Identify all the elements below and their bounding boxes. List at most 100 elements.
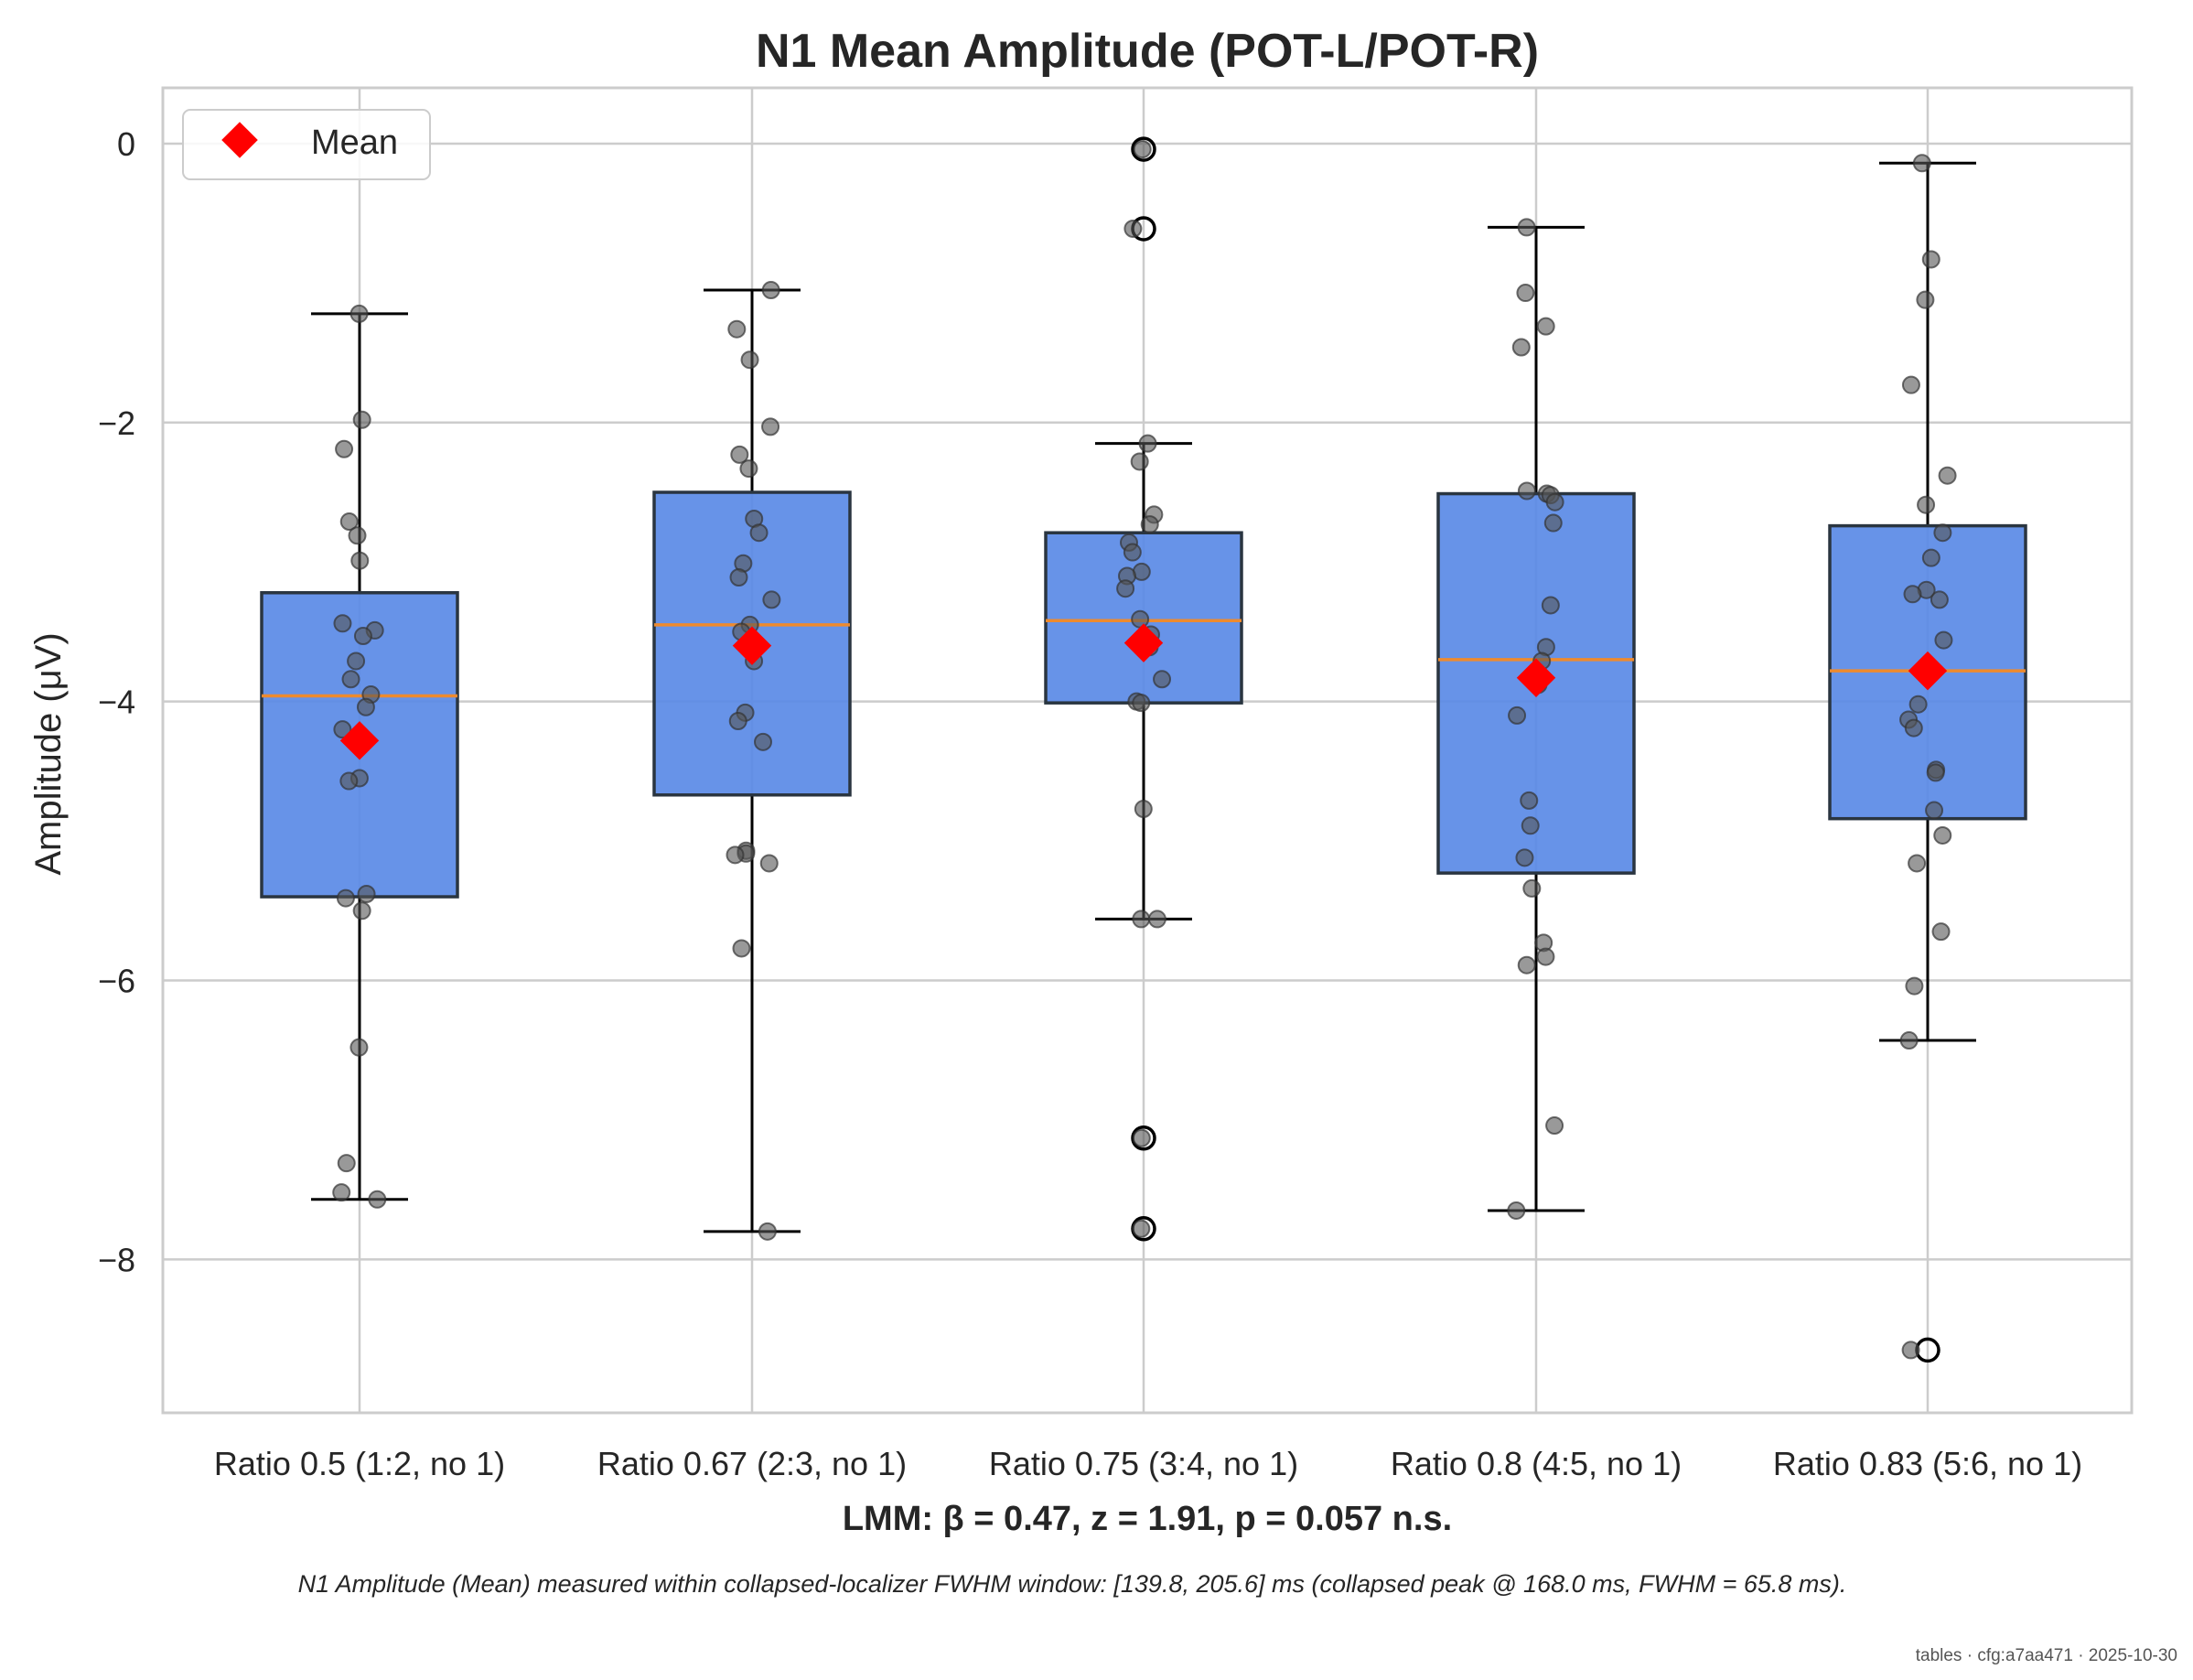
data-point (350, 551, 370, 570)
data-point (1116, 579, 1135, 598)
x-tick-label: Ratio 0.5 (1:2, no 1) (214, 1445, 505, 1482)
data-point (730, 445, 749, 464)
data-points (332, 140, 1957, 1360)
data-point (335, 439, 354, 458)
data-point (333, 614, 352, 633)
data-point (1926, 763, 1945, 782)
data-point (1508, 705, 1527, 725)
x-tick-label: Ratio 0.83 (5:6, no 1) (1773, 1445, 2082, 1482)
data-point (1903, 585, 1922, 604)
data-point (339, 771, 359, 791)
footnote: N1 Amplitude (Mean) measured within coll… (298, 1570, 1847, 1598)
chart-title: N1 Mean Amplitude (POT-L/POT-R) (756, 25, 1539, 78)
data-point (1515, 848, 1534, 867)
data-point (1507, 1201, 1526, 1220)
data-point (333, 720, 352, 739)
data-point (761, 281, 780, 300)
data-point (348, 526, 367, 545)
y-tick-label: −4 (98, 684, 135, 721)
data-point (1901, 1341, 1920, 1360)
data-point (726, 845, 745, 865)
x-tick-label: Ratio 0.75 (3:4, no 1) (989, 1445, 1298, 1482)
data-point (1921, 250, 1940, 269)
data-point (1132, 1219, 1151, 1238)
data-point (353, 627, 372, 646)
y-tick-labels: 0 −2 −4 −6 −8 (98, 125, 135, 1278)
data-point (1545, 492, 1564, 512)
data-point (1905, 976, 1924, 996)
y-tick-label: −8 (98, 1241, 135, 1278)
data-point (1147, 910, 1166, 929)
data-point (1536, 947, 1555, 966)
data-point (1517, 481, 1536, 501)
data-point (1934, 630, 1953, 650)
data-point (349, 1038, 369, 1057)
data-point (758, 1222, 777, 1241)
data-point (1899, 1031, 1919, 1050)
data-point (349, 304, 369, 323)
data-point (1517, 218, 1536, 237)
data-point (740, 350, 759, 370)
data-point (1933, 523, 1952, 543)
data-point (1921, 548, 1940, 567)
data-point (1925, 801, 1944, 820)
data-point (1131, 609, 1150, 629)
data-point (1522, 878, 1542, 898)
data-point (1901, 375, 1920, 394)
data-point (356, 697, 375, 716)
data-point (1908, 695, 1928, 714)
y-tick-label: −2 (98, 404, 135, 442)
data-point (727, 319, 747, 339)
data-point (1140, 515, 1159, 534)
data-point (1123, 219, 1143, 238)
data-point (1545, 1116, 1564, 1136)
data-point (749, 523, 769, 543)
data-point (1153, 670, 1172, 689)
data-point (1908, 854, 1927, 873)
data-point (762, 590, 781, 609)
stat-annotation: LMM: β = 0.47, z = 1.91, p = 0.057 n.s. (843, 1500, 1452, 1538)
data-point (1520, 791, 1539, 810)
data-point (337, 1154, 356, 1173)
data-point (761, 417, 780, 436)
data-point (332, 1183, 351, 1202)
data-point (754, 732, 773, 751)
data-point (732, 939, 751, 958)
legend-mean-marker (221, 122, 258, 158)
data-point (1133, 140, 1152, 159)
x-tick-label: Ratio 0.8 (4:5, no 1) (1391, 1445, 1682, 1482)
y-tick-label: 0 (117, 125, 135, 163)
box-iqr (652, 490, 852, 797)
data-point (1517, 955, 1536, 975)
data-point (1516, 284, 1535, 303)
data-point (336, 888, 355, 908)
data-point (1130, 452, 1149, 471)
x-tick-labels: Ratio 0.5 (1:2, no 1) Ratio 0.67 (2:3, no… (214, 1445, 2082, 1482)
data-point (1930, 590, 1949, 609)
data-point (1917, 495, 1936, 514)
outlier-marker (1131, 136, 1156, 162)
data-point (1904, 718, 1923, 738)
legend-label-mean: Mean (311, 124, 398, 162)
mean-marker (1516, 658, 1556, 697)
data-point (1536, 317, 1555, 336)
data-point (1931, 922, 1951, 942)
data-point (1134, 800, 1153, 819)
data-point (347, 652, 366, 671)
data-point (759, 854, 779, 873)
data-point (1132, 694, 1151, 713)
mean-marker (1123, 623, 1164, 662)
y-tick-label: −6 (98, 962, 135, 999)
data-point (339, 512, 359, 532)
data-point (1138, 434, 1157, 453)
data-point (739, 459, 758, 479)
y-axis-label: Amplitude (μV) (28, 632, 69, 875)
stamp-label: tables · cfg:a7aa471 · 2025-10-30 (1916, 1646, 2177, 1665)
legend: Mean (182, 109, 431, 180)
data-point (1521, 816, 1540, 835)
data-point (1543, 513, 1563, 533)
data-point (1132, 910, 1151, 929)
data-point (1938, 466, 1957, 485)
data-point (352, 410, 371, 429)
